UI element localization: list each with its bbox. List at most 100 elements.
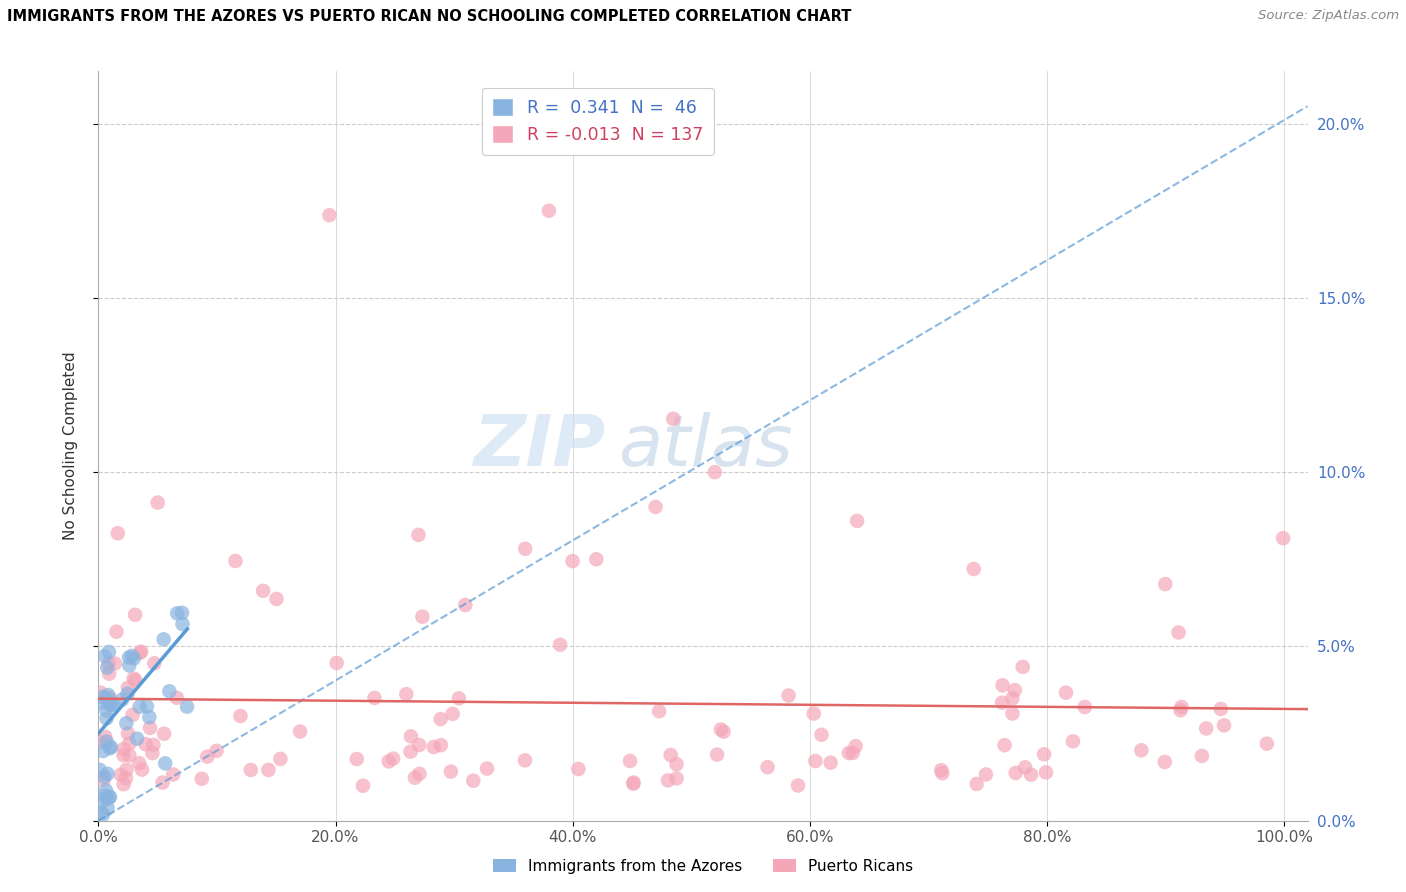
Point	[288, 724, 311, 739]
Point	[1170, 703, 1192, 717]
Point	[153, 756, 176, 771]
Point	[115, 763, 138, 777]
Point	[787, 779, 810, 793]
Point	[991, 678, 1014, 692]
Point	[90, 695, 112, 709]
Point	[1054, 686, 1077, 700]
Point	[408, 528, 430, 542]
Point	[710, 723, 733, 737]
Point	[1191, 748, 1213, 763]
Point	[1130, 743, 1153, 757]
Point	[115, 772, 138, 786]
Point	[447, 691, 470, 706]
Point	[662, 411, 685, 425]
Point	[162, 767, 184, 781]
Point	[122, 651, 145, 665]
Text: IMMIGRANTS FROM THE AZORES VS PUERTO RICAN NO SCHOOLING COMPLETED CORRELATION CH: IMMIGRANTS FROM THE AZORES VS PUERTO RIC…	[7, 9, 852, 24]
Point	[991, 696, 1014, 710]
Point	[1256, 737, 1278, 751]
Point	[121, 648, 143, 663]
Point	[96, 692, 118, 706]
Text: Source: ZipAtlas.com: Source: ZipAtlas.com	[1258, 9, 1399, 22]
Point	[166, 690, 188, 705]
Point	[136, 699, 159, 714]
Point	[838, 746, 860, 760]
Point	[430, 738, 453, 752]
Point	[252, 583, 274, 598]
Point	[96, 734, 118, 748]
Point	[96, 660, 118, 674]
Point	[112, 777, 135, 791]
Point	[1074, 700, 1097, 714]
Point	[93, 772, 115, 787]
Point	[94, 783, 117, 797]
Point	[1004, 683, 1026, 698]
Point	[810, 728, 832, 742]
Point	[408, 766, 430, 780]
Point	[623, 775, 645, 789]
Point	[131, 763, 153, 777]
Point	[1153, 755, 1175, 769]
Point	[352, 779, 374, 793]
Point	[841, 746, 863, 760]
Point	[269, 752, 291, 766]
Point	[97, 801, 120, 815]
Point	[157, 684, 180, 698]
Point	[118, 736, 141, 750]
Point	[97, 645, 120, 659]
Point	[931, 766, 953, 780]
Point	[98, 789, 121, 804]
Point	[143, 657, 166, 671]
Point	[845, 739, 868, 754]
Point	[97, 657, 120, 671]
Point	[205, 744, 228, 758]
Point	[105, 624, 128, 639]
Point	[423, 740, 446, 755]
Point	[98, 698, 121, 712]
Legend: R =  0.341  N =  46, R = -0.013  N = 137: R = 0.341 N = 46, R = -0.013 N = 137	[482, 87, 714, 154]
Point	[1170, 700, 1192, 714]
Point	[153, 727, 176, 741]
Point	[118, 748, 141, 763]
Point	[117, 681, 139, 695]
Point	[561, 554, 583, 568]
Point	[537, 203, 560, 218]
Point	[141, 746, 163, 760]
Point	[134, 737, 156, 751]
Point	[966, 777, 988, 791]
Point	[703, 465, 725, 479]
Point	[475, 762, 498, 776]
Point	[93, 770, 115, 784]
Point	[408, 738, 430, 752]
Point	[128, 699, 150, 714]
Point	[713, 724, 735, 739]
Point	[1209, 702, 1232, 716]
Point	[98, 790, 121, 805]
Point	[993, 738, 1015, 752]
Point	[91, 690, 114, 704]
Point	[104, 657, 127, 671]
Point	[1035, 765, 1057, 780]
Point	[166, 607, 188, 621]
Point	[377, 755, 399, 769]
Point	[257, 763, 280, 777]
Point	[665, 757, 688, 772]
Point	[548, 638, 571, 652]
Point	[122, 672, 145, 686]
Point	[94, 789, 117, 803]
Point	[346, 752, 368, 766]
Point	[585, 552, 607, 566]
Point	[118, 658, 141, 673]
Point	[454, 598, 477, 612]
Point	[778, 689, 800, 703]
Point	[659, 747, 682, 762]
Point	[644, 500, 666, 514]
Point	[619, 754, 641, 768]
Point	[96, 711, 118, 725]
Point	[1001, 706, 1024, 721]
Point	[513, 753, 536, 767]
Point	[318, 208, 340, 222]
Point	[974, 767, 997, 781]
Point	[152, 775, 174, 789]
Point	[96, 704, 118, 718]
